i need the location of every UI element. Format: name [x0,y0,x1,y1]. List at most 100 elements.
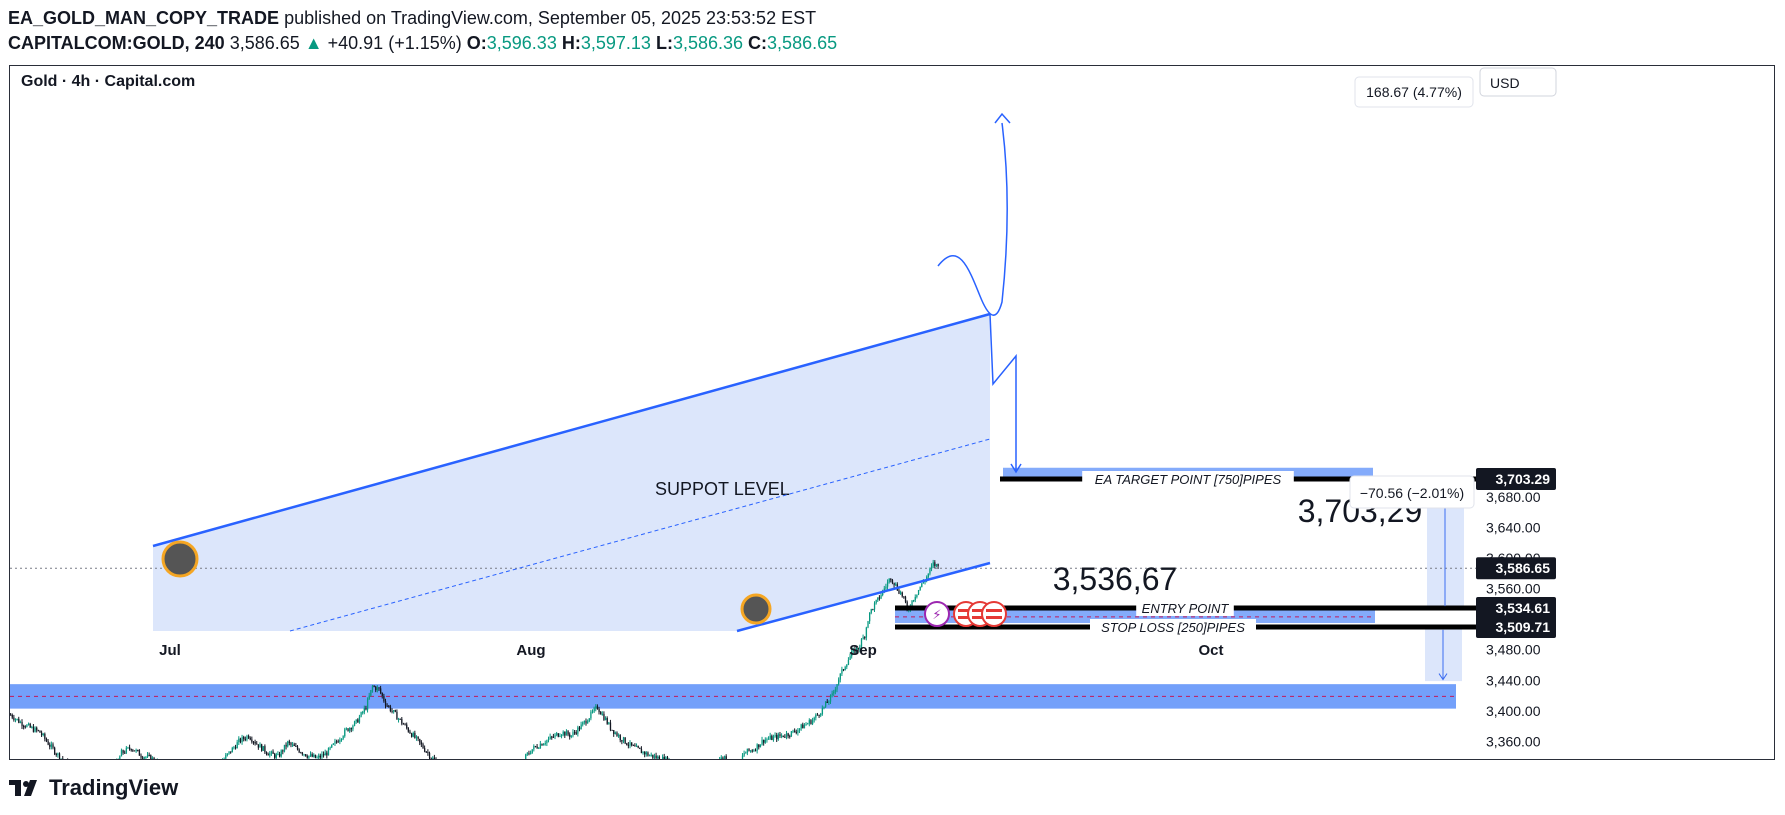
candle-body [557,733,559,737]
candle-body [761,739,763,745]
candle-body [820,714,822,716]
candle-body [598,708,600,712]
price-tag[interactable] [1476,467,1556,490]
candle-body [31,726,33,728]
candle-body [648,755,651,757]
candle-body [593,708,595,712]
candle-body [546,740,548,744]
high-label: H: [561,33,581,53]
candle-body [653,755,656,758]
tradingview-logo[interactable]: TradingView [9,775,178,801]
candle-body [536,746,538,749]
candle-body [308,755,310,758]
candle-body [901,592,903,597]
candle-body [432,757,434,759]
candle-body [578,727,581,730]
candle-body [358,716,361,723]
us-flag-event-icon[interactable] [981,601,1007,627]
chart-frame[interactable]: SUPPOT LEVEL EA TARGET POINT [750]PIPES E… [9,65,1775,760]
stop-loss-label-bg [1090,619,1256,636]
currency-button[interactable]: USD [1479,67,1557,97]
candle-body [789,736,791,738]
candle-body [529,753,532,755]
channel-lower-line[interactable] [736,561,991,633]
candle-body [777,734,780,740]
candle-body [741,755,744,759]
candle-body [857,647,859,650]
candle-body [401,718,403,724]
candle-body [270,751,273,754]
candle-body [60,758,62,759]
channel-upper-line[interactable] [152,312,991,548]
candle-body [389,706,392,712]
candle-body [247,735,250,738]
candle-body [264,746,266,753]
candle-body [609,722,612,730]
candle-body [564,731,566,736]
price-tag[interactable] [1476,596,1556,619]
candle-body [745,752,747,754]
price-tag[interactable] [1476,616,1556,639]
currency-label: USD [1490,75,1520,91]
last-price: 3,586.65 [229,33,300,53]
measure-up-tooltip[interactable]: 168.67 (4.77%) [1354,76,1474,108]
candle-body [922,582,925,584]
candle-body [306,756,308,758]
candle-body [345,728,348,730]
candle-body [541,743,543,746]
pivot-marker-high[interactable] [161,540,199,578]
candle-body [58,753,61,759]
price-tag[interactable] [1476,557,1556,580]
candle-body [839,673,841,680]
candle-body [919,587,921,591]
candle-body [355,719,357,722]
candle-body [420,742,423,745]
candle-body [45,738,48,742]
candle-body [291,744,294,746]
candle-body [525,754,527,759]
candle-body [622,737,625,742]
candle-body [629,742,631,746]
candle-body [137,749,139,751]
candle-body [24,726,26,728]
candle-body [145,756,147,758]
lightning-event-icon[interactable] [924,601,950,627]
candle-body [239,738,242,743]
candle-body [14,719,17,721]
measure-down-tooltip[interactable]: −70.56 (−2.01%) [1349,475,1475,509]
candle-body [763,739,765,743]
candle-body [254,741,256,744]
us-flag-stripe-icon [972,616,988,619]
candle-body [130,749,132,751]
price-tag-label: 3,703.29 [1496,471,1551,487]
candle-body [834,689,837,692]
candle-body [295,745,297,747]
candle-body [133,750,136,752]
candle-body [823,706,825,709]
candle-body [314,754,317,758]
price-axis[interactable]: 3,320.003,360.003,400.003,440.003,480.00… [1476,467,1556,760]
candle-body [347,728,349,732]
candle-body [16,718,18,720]
candle-body [27,723,30,725]
candle-body [146,754,149,757]
author-name[interactable]: EA_GOLD_MAN_COPY_TRADE [8,8,280,28]
candle-body [842,669,845,671]
candle-body [319,755,321,758]
chart-canvas[interactable]: SUPPOT LEVEL EA TARGET POINT [750]PIPESE… [10,66,1775,760]
candle-body [233,747,235,749]
candle-body [565,731,568,736]
candle-body [621,740,623,742]
time-axis-tick: Aug [516,642,545,659]
candle-body [329,747,331,749]
candle-body [547,738,550,741]
price-tag-label: 3,586.65 [1496,560,1551,576]
pivot-marker-low[interactable] [740,593,772,625]
candle-body [331,744,333,748]
candle-body [611,729,613,731]
candle-body [899,592,902,594]
time-axis[interactable]: Jul Aug Sep Oct [159,642,1223,659]
candle-body [257,744,260,748]
symbol-name[interactable]: CAPITALCOM:GOLD, 240 [8,33,225,53]
price-tag-label: 3,509.71 [1496,619,1551,635]
